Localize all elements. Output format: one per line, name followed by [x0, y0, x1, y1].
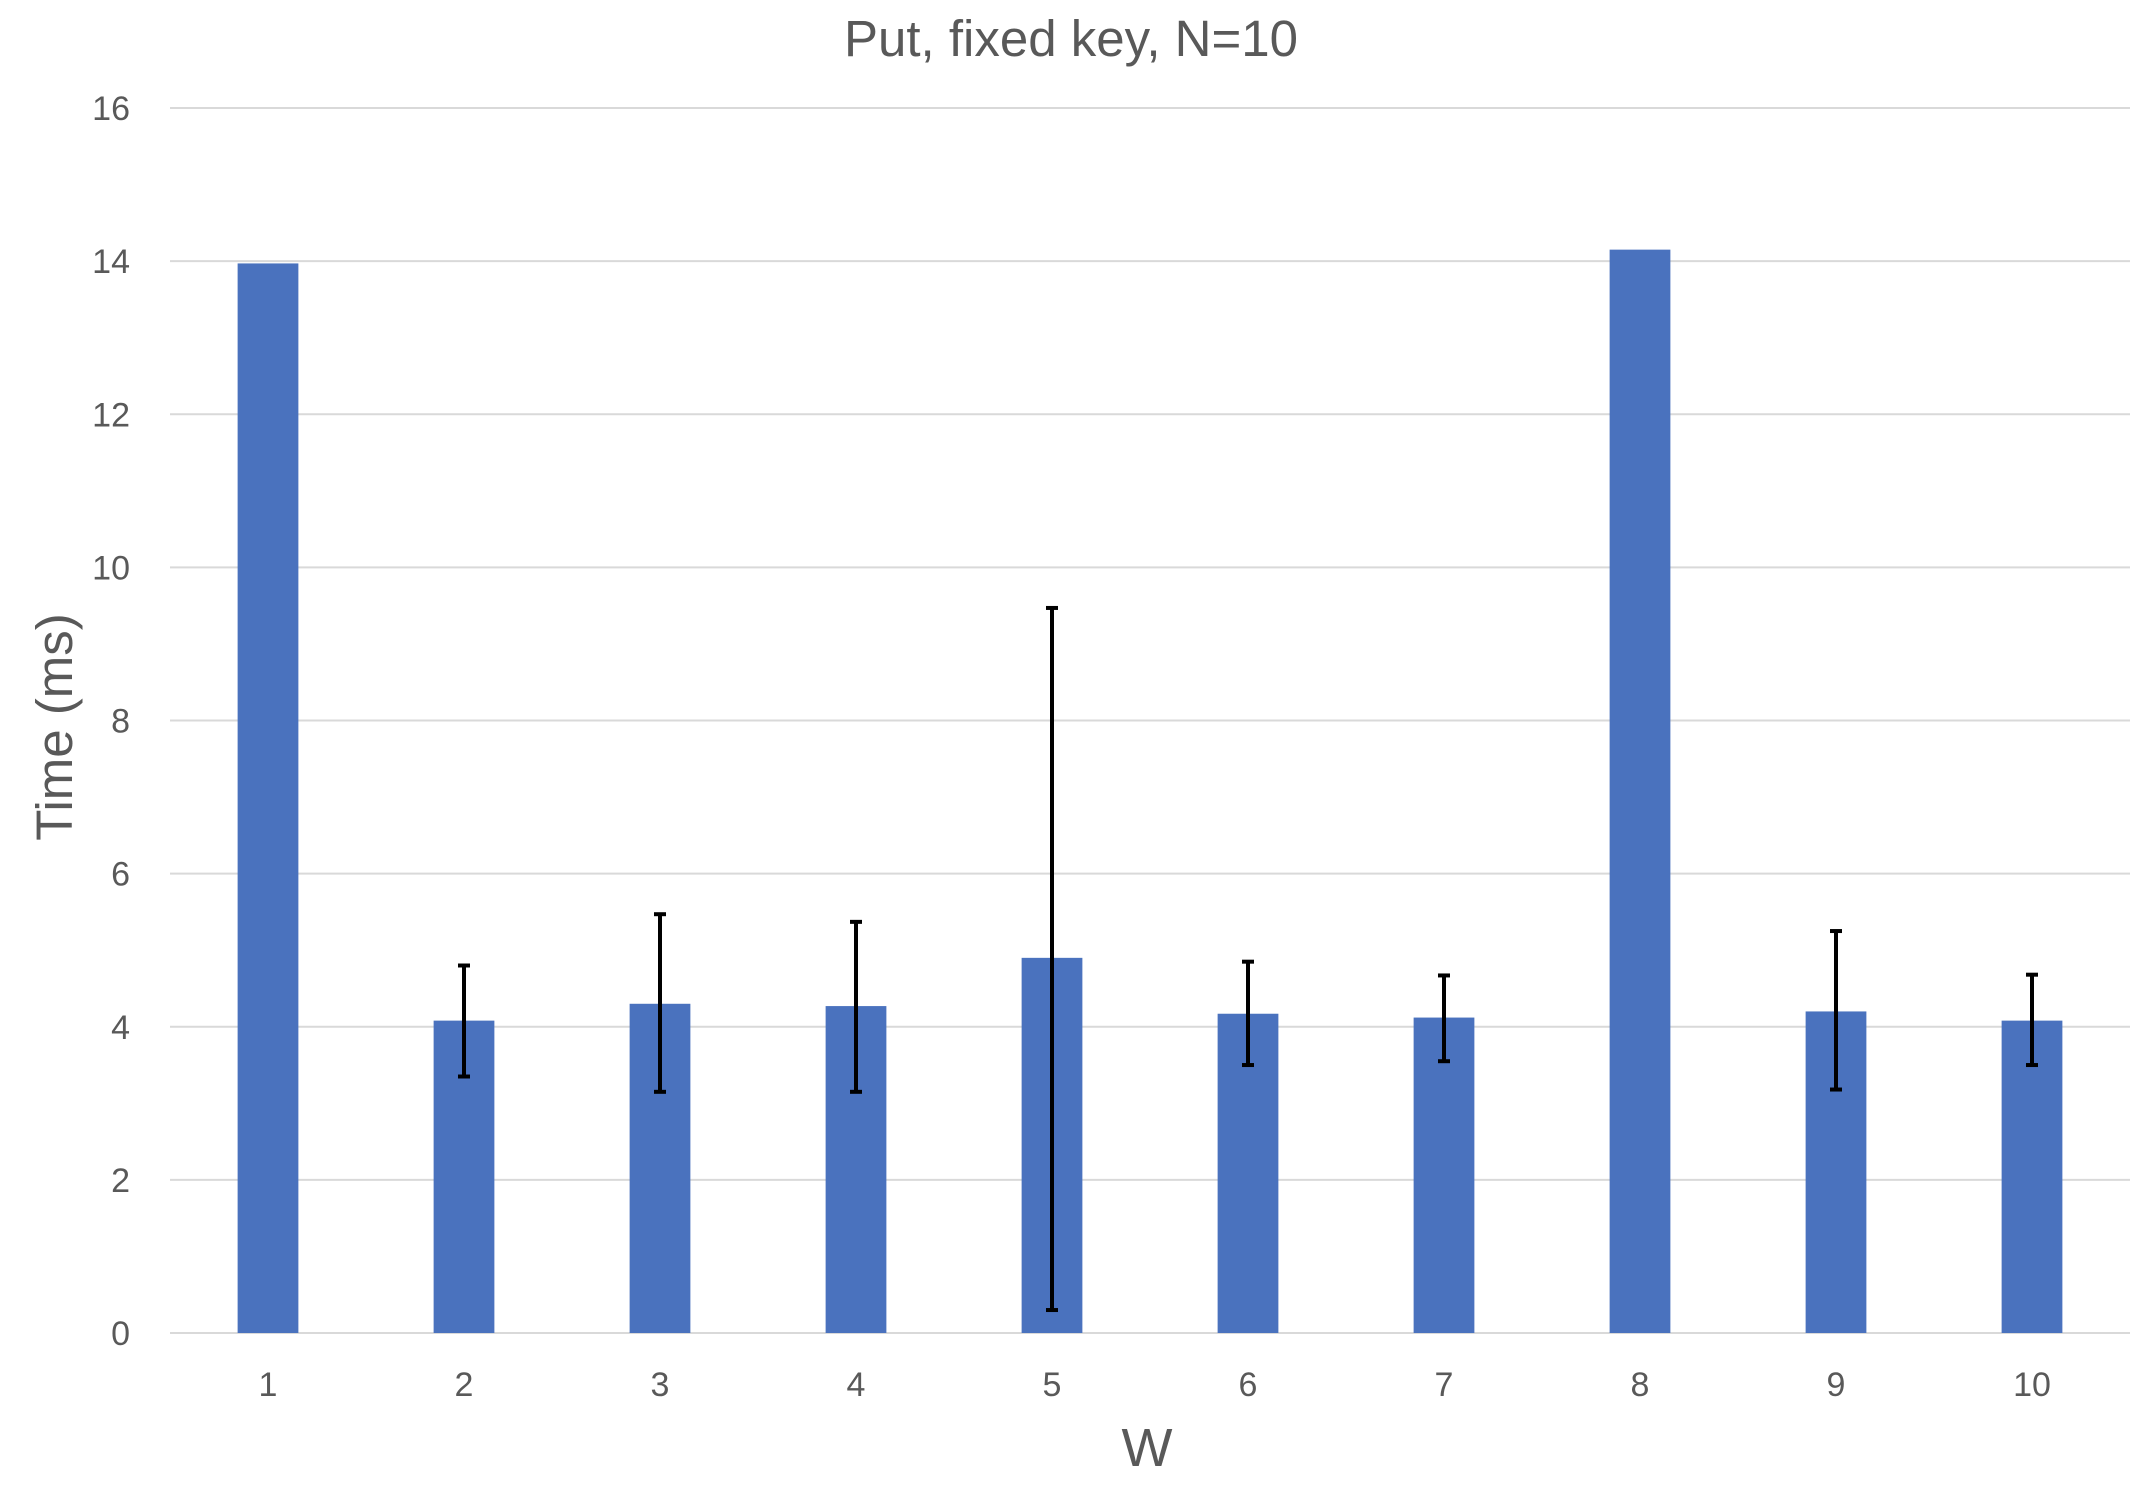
error-bar — [1046, 605, 1058, 1313]
x-axis-title: W — [1122, 1418, 1173, 1478]
error-bar — [850, 919, 862, 1094]
y-tick-label: 2 — [111, 1162, 130, 1200]
bar — [1413, 1017, 1475, 1333]
x-tick-label: 2 — [455, 1366, 474, 1404]
y-axis-title: Time (ms) — [26, 613, 83, 841]
error-bar — [1438, 973, 1450, 1064]
x-tick-label: 10 — [2013, 1366, 2051, 1404]
error-bar — [1242, 959, 1254, 1068]
x-tick-label: 4 — [847, 1366, 866, 1404]
x-tick-label: 6 — [1239, 1366, 1258, 1404]
bars — [237, 249, 2063, 1333]
y-axis-tick-labels: 0 2 4 6 8 10 12 14 16 — [92, 90, 130, 1353]
y-tick-label: 4 — [111, 1009, 130, 1047]
y-tick-label: 14 — [92, 243, 130, 281]
x-tick-label: 8 — [1631, 1366, 1650, 1404]
y-tick-label: 8 — [111, 703, 130, 741]
x-tick-label: 3 — [651, 1366, 670, 1404]
error-bar — [2026, 972, 2038, 1068]
chart-title: Put, fixed key, N=10 — [844, 10, 1298, 67]
x-tick-label: 9 — [1827, 1366, 1846, 1404]
y-tick-label: 0 — [111, 1315, 130, 1353]
bar — [1609, 249, 1671, 1333]
x-tick-label: 7 — [1435, 1366, 1454, 1404]
error-bar — [654, 912, 666, 1094]
error-bars — [458, 605, 2038, 1313]
y-tick-label: 12 — [92, 396, 130, 434]
x-tick-label: 5 — [1043, 1366, 1062, 1404]
gridlines — [170, 107, 2130, 1334]
error-bar — [458, 963, 470, 1079]
y-tick-label: 16 — [92, 90, 130, 128]
y-tick-label: 6 — [111, 856, 130, 894]
x-tick-label: 1 — [259, 1366, 278, 1404]
x-axis-tick-labels: 1 2 3 4 5 6 7 8 9 10 — [259, 1366, 2051, 1404]
error-bar — [1830, 929, 1842, 1092]
bar — [2001, 1020, 2063, 1333]
y-tick-label: 10 — [92, 549, 130, 587]
bar — [237, 263, 299, 1333]
